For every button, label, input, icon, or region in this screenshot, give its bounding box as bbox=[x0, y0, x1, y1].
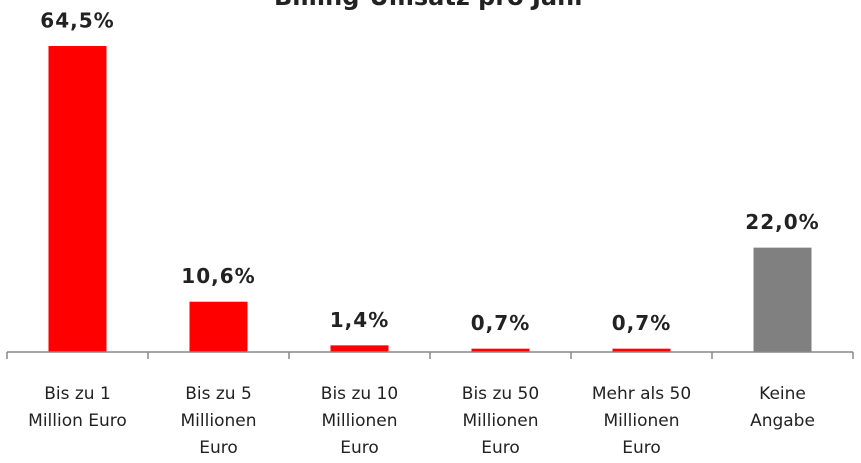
value-label: 22,0% bbox=[745, 210, 819, 234]
bar bbox=[471, 348, 530, 352]
x-tick-label: Euro bbox=[622, 438, 661, 458]
x-tick-label: Bis zu 10 bbox=[321, 384, 398, 404]
x-tick-label: Angabe bbox=[750, 411, 815, 431]
x-tick-label: Bis zu 50 bbox=[462, 384, 539, 404]
x-tick-label: Euro bbox=[481, 438, 520, 458]
value-label: 0,7% bbox=[471, 311, 530, 335]
x-tick-label: Bis zu 5 bbox=[185, 384, 252, 404]
x-tick-label: Bis zu 1 bbox=[44, 384, 111, 404]
x-tick-label: Millionen bbox=[604, 411, 680, 431]
x-tick-label: Euro bbox=[199, 438, 238, 458]
bar bbox=[612, 348, 671, 352]
x-tick-label: Mehr als 50 bbox=[592, 384, 691, 404]
bar bbox=[753, 247, 812, 352]
x-tick-label: Millionen bbox=[322, 411, 398, 431]
value-label: 1,4% bbox=[330, 308, 389, 332]
x-tick-label: Millionen bbox=[181, 411, 257, 431]
value-label: 0,7% bbox=[612, 311, 671, 335]
x-tick-label: Million Euro bbox=[28, 411, 127, 431]
value-label: 10,6% bbox=[181, 264, 255, 288]
bar bbox=[48, 46, 107, 353]
chart-title: Billing-Umsatz pro Jahr bbox=[274, 0, 586, 11]
x-tick-label: Keine bbox=[759, 384, 806, 404]
bar bbox=[189, 301, 248, 352]
bar bbox=[330, 345, 389, 352]
x-tick-label: Millionen bbox=[463, 411, 539, 431]
x-tick-label: Euro bbox=[340, 438, 379, 458]
value-label: 64,5% bbox=[40, 9, 114, 33]
